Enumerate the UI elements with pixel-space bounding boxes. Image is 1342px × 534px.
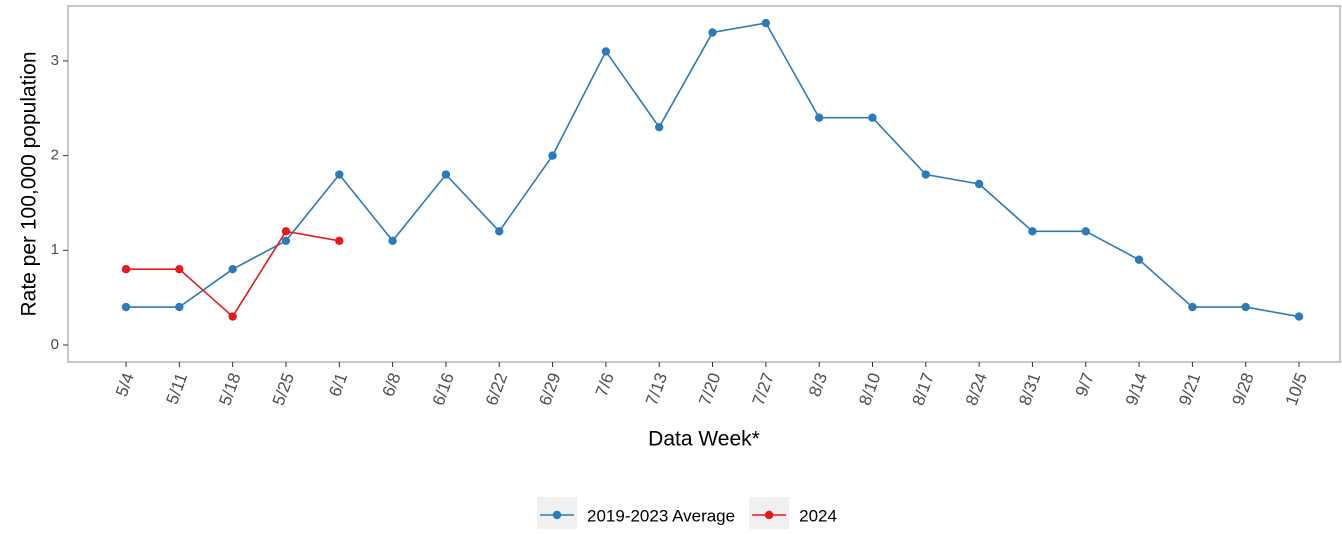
x-tick-label: 10/5: [1282, 370, 1311, 408]
point: [121, 265, 131, 274]
legend-label: 2019-2023 Average: [587, 506, 735, 525]
panel-border: [67, 5, 1341, 363]
y-tick-label: 1: [51, 241, 59, 258]
x-tick-label: 8/3: [805, 370, 831, 399]
x-tick-label: 9/14: [1122, 370, 1151, 408]
point: [655, 122, 664, 132]
x-tick-label: 8/31: [1015, 370, 1044, 408]
point: [868, 113, 877, 122]
point: [441, 170, 451, 179]
point: [974, 179, 984, 189]
point: [1294, 312, 1304, 321]
point: [708, 28, 717, 37]
x-tick-label: 7/6: [592, 370, 618, 399]
series-line: [126, 22, 1300, 318]
point: [281, 236, 291, 246]
point: [228, 265, 237, 274]
x-tick-label: 7/20: [695, 370, 724, 408]
point: [495, 227, 504, 236]
legend-key-point: [764, 510, 774, 520]
point: [335, 236, 344, 246]
x-tick-label: 9/7: [1072, 370, 1098, 399]
point: [1134, 255, 1144, 264]
point: [121, 302, 131, 312]
x-tick-label: 8/24: [962, 370, 991, 408]
legend-key-point: [552, 510, 562, 520]
x-tick-label: 6/16: [429, 370, 458, 408]
point: [921, 170, 930, 179]
point: [1081, 227, 1090, 236]
x-tick-label: 6/1: [325, 370, 351, 399]
point: [761, 18, 771, 28]
legend-label: 2024: [799, 506, 837, 525]
x-tick-label: 5/25: [269, 370, 298, 408]
x-tick-label: 7/13: [642, 370, 671, 408]
x-tick-label: 6/29: [535, 370, 564, 408]
series-line: [126, 230, 340, 318]
x-tick-label: 5/4: [112, 370, 138, 399]
x-tick-label: 6/8: [379, 370, 405, 399]
x-tick-label: 7/27: [749, 370, 778, 408]
point: [228, 312, 237, 321]
x-axis-title: Data Week*: [648, 428, 760, 451]
y-tick-label: 3: [51, 52, 59, 69]
x-tick-label: 6/22: [482, 370, 511, 408]
y-tick-label: 0: [51, 336, 59, 353]
point: [335, 170, 344, 179]
point: [388, 236, 397, 246]
point: [1188, 302, 1197, 312]
x-tick-label: 9/21: [1175, 370, 1204, 408]
x-tick-label: 8/17: [909, 370, 938, 408]
point: [1028, 227, 1037, 236]
point: [281, 227, 291, 236]
point: [548, 151, 557, 160]
x-tick-label: 5/11: [163, 370, 192, 406]
point: [175, 265, 184, 274]
y-axis-title: Rate per 100,000 population: [18, 51, 41, 316]
point: [601, 47, 611, 56]
point: [175, 302, 184, 312]
point: [1241, 302, 1250, 312]
x-tick-label: 5/18: [215, 370, 244, 408]
x-tick-label: 9/28: [1229, 370, 1258, 408]
y-tick-label: 2: [51, 147, 59, 164]
point: [814, 113, 824, 122]
x-tick-label: 8/10: [855, 370, 884, 408]
